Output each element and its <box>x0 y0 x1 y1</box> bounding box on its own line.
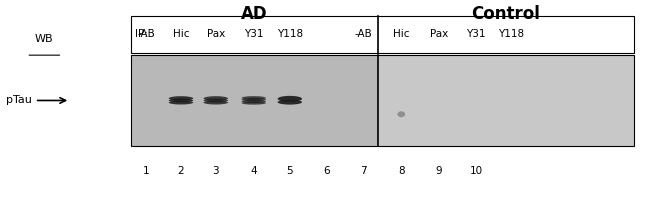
Text: WB: WB <box>35 34 54 44</box>
Text: -AB: -AB <box>354 30 372 39</box>
Text: 4: 4 <box>250 166 257 176</box>
Bar <box>131 55 634 146</box>
Text: -AB: -AB <box>137 30 155 39</box>
Text: 7: 7 <box>360 166 367 176</box>
Ellipse shape <box>169 101 193 105</box>
Bar <box>378 55 634 146</box>
Text: pTau: pTau <box>6 96 31 105</box>
Text: Control: Control <box>471 5 540 23</box>
Bar <box>131 55 378 146</box>
Text: Y118: Y118 <box>277 30 303 39</box>
Text: Hic: Hic <box>173 30 189 39</box>
Text: Y31: Y31 <box>244 30 263 39</box>
Ellipse shape <box>242 100 266 103</box>
Ellipse shape <box>203 101 228 105</box>
Ellipse shape <box>169 99 193 102</box>
Text: 3: 3 <box>213 166 219 176</box>
Text: Y31: Y31 <box>466 30 486 39</box>
Text: 10: 10 <box>469 166 482 176</box>
Ellipse shape <box>203 99 228 102</box>
Ellipse shape <box>169 96 193 101</box>
Text: 5: 5 <box>287 166 293 176</box>
Text: Hic: Hic <box>393 30 410 39</box>
Text: 2: 2 <box>177 166 185 176</box>
Text: 6: 6 <box>323 166 330 176</box>
Ellipse shape <box>278 100 302 105</box>
Ellipse shape <box>203 96 228 101</box>
Bar <box>131 16 634 53</box>
Ellipse shape <box>242 101 266 105</box>
Ellipse shape <box>397 111 405 117</box>
Ellipse shape <box>278 96 302 102</box>
Text: 1: 1 <box>143 166 150 176</box>
Text: IP:: IP: <box>135 30 148 39</box>
Text: AD: AD <box>240 5 267 23</box>
Text: Pax: Pax <box>207 30 225 39</box>
Text: 8: 8 <box>398 166 404 176</box>
Text: Y118: Y118 <box>499 30 525 39</box>
Text: 9: 9 <box>436 166 442 176</box>
Ellipse shape <box>242 96 266 100</box>
Ellipse shape <box>242 98 266 101</box>
Text: Pax: Pax <box>430 30 448 39</box>
